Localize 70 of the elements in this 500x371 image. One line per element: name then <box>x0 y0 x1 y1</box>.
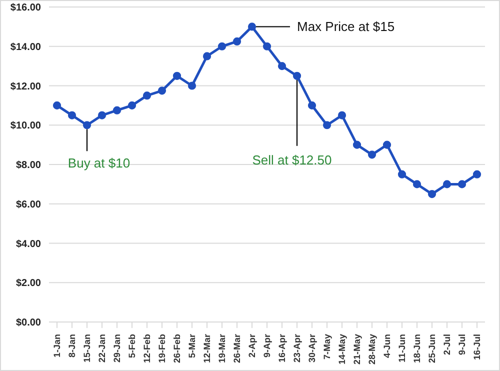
point <box>292 72 302 80</box>
x-tick-label: 28-May <box>367 334 377 365</box>
point <box>82 121 92 130</box>
point <box>398 170 406 178</box>
x-tick-label: 1-Jan <box>52 334 62 358</box>
point <box>218 42 226 50</box>
point <box>202 52 212 60</box>
x-tick-label: 25-Jun <box>427 334 437 364</box>
x-tick-label: 29-Jan <box>112 334 122 363</box>
x-tick-label: 4-Jun <box>382 334 392 358</box>
point <box>188 82 196 90</box>
y-tick-label: $4.00 <box>16 238 42 250</box>
x-tick-label: 19-Mar <box>217 334 227 364</box>
x-tick-label: 5-Mar <box>187 334 197 358</box>
point <box>172 72 182 80</box>
y-tick-label: $0.00 <box>16 318 42 329</box>
y-tick-label: $2.00 <box>16 278 42 290</box>
point <box>322 121 332 130</box>
x-tick-label: 19-Feb <box>157 334 167 364</box>
x-tick-label: 26-Mar <box>232 334 242 364</box>
point <box>458 180 466 188</box>
x-tick-label: 18-Jun <box>412 334 422 364</box>
x-tick-label: 9-Jul <box>457 334 467 356</box>
point <box>278 62 286 70</box>
point <box>52 101 62 110</box>
y-tick-label: $10.00 <box>10 120 42 132</box>
y-tick-label: $12.00 <box>10 81 42 92</box>
point <box>412 180 422 188</box>
point <box>248 22 256 31</box>
x-tick-label: 12-Mar <box>202 334 212 364</box>
point <box>262 42 272 50</box>
annotation: Sell at $12.50 <box>252 152 332 168</box>
point <box>158 86 166 95</box>
point <box>142 92 152 100</box>
x-tick-label: 21-May <box>352 334 362 365</box>
x-tick-label: 30-Apr <box>307 334 317 363</box>
x-tick-label: 14-May <box>337 334 347 365</box>
x-tick-label: 5-Feb <box>127 334 137 358</box>
annotation: Max Price at $15 <box>297 19 395 34</box>
point <box>368 150 376 159</box>
point <box>382 140 392 149</box>
x-tick-label: 11-Jun <box>397 334 407 363</box>
y-tick-label: $14.00 <box>10 42 42 53</box>
x-tick-label: 7-May <box>322 334 332 360</box>
point <box>428 190 436 198</box>
point <box>338 111 346 120</box>
y-tick-label: $8.00 <box>16 160 42 172</box>
point <box>352 140 362 149</box>
x-tick-label: 16-Apr <box>277 334 287 363</box>
point <box>442 180 452 188</box>
point <box>472 170 482 178</box>
x-tick-label: 8-Jan <box>67 334 77 358</box>
x-tick-label: 15-Jan <box>82 334 92 363</box>
point <box>308 101 316 110</box>
point <box>128 101 136 110</box>
point <box>68 111 76 120</box>
x-tick-label: 2-Apr <box>247 334 257 358</box>
x-tick-label: 12-Feb <box>142 334 152 364</box>
x-tick-label: 9-Apr <box>262 334 272 358</box>
y-tick-label: $16.00 <box>10 2 42 14</box>
point <box>98 111 106 120</box>
x-tick-label: 23-Apr <box>292 334 302 363</box>
annotation: Buy at $10 <box>68 156 130 171</box>
x-tick-label: 22-Jan <box>97 334 107 363</box>
point <box>112 106 122 114</box>
y-tick-label: $6.00 <box>16 199 42 210</box>
point <box>232 37 242 46</box>
x-tick-label: 16-Jul <box>472 334 482 360</box>
x-tick-label: 26-Feb <box>172 334 182 364</box>
x-tick-label: 2-Jul <box>442 334 452 356</box>
